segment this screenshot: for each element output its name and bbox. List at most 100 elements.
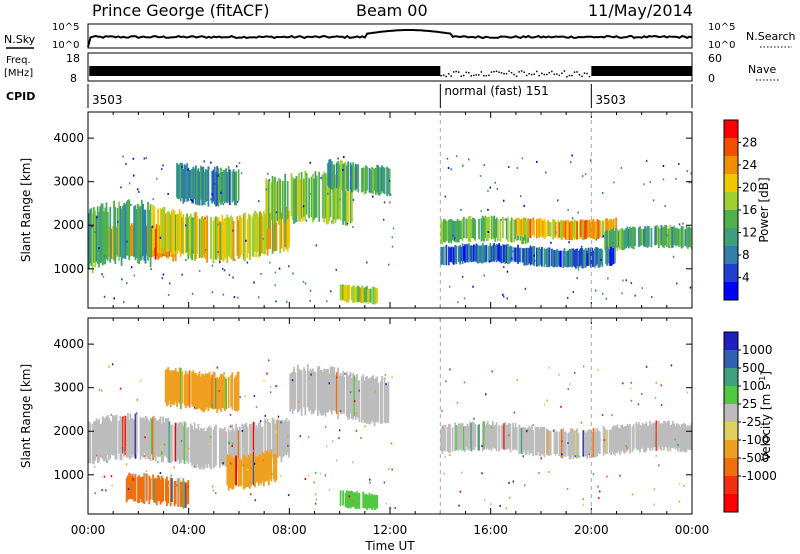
range-time-cell <box>195 212 197 260</box>
range-time-cell <box>327 174 329 225</box>
scatter-cell <box>217 251 219 253</box>
range-time-cell <box>148 421 151 460</box>
range-time-cell <box>334 375 337 412</box>
range-time-cell <box>162 478 164 502</box>
range-time-cell <box>164 418 167 457</box>
scatter-cell <box>445 380 447 383</box>
range-time-cell <box>367 288 370 304</box>
range-time-cell <box>184 422 187 461</box>
range-time-cell <box>198 371 201 408</box>
scatter-cell <box>574 455 577 458</box>
range-time-cell <box>255 212 258 258</box>
scatter-cell <box>543 403 546 406</box>
range-time-cell <box>251 217 254 257</box>
range-time-cell <box>267 422 270 465</box>
velocity-colorbar-swatch <box>724 350 738 368</box>
range-time-cell <box>198 430 201 470</box>
scatter-cell <box>655 381 657 384</box>
range-time-cell <box>361 168 363 193</box>
range-time-cell <box>537 426 539 452</box>
range-time-cell <box>223 426 226 465</box>
range-time-cell <box>159 479 162 505</box>
scatter-cell <box>578 455 580 458</box>
power-colorbar-tick-label: 16 <box>742 203 757 217</box>
range-time-cell <box>167 211 170 249</box>
scatter-cell <box>145 499 147 502</box>
range-time-cell <box>125 417 128 459</box>
scatter-cell <box>204 217 207 220</box>
scatter-cell <box>128 182 131 185</box>
range-time-cell <box>206 215 209 263</box>
scatter-cell <box>511 257 513 260</box>
range-time-cell <box>153 478 156 503</box>
nave-dot <box>452 71 455 73</box>
range-time-cell <box>143 418 146 453</box>
scatter-cell <box>664 205 666 208</box>
scatter-cell <box>605 297 608 300</box>
scatter-cell <box>94 492 96 495</box>
scatter-cell <box>625 279 627 282</box>
velocity-colorbar-swatch <box>724 386 738 404</box>
range-time-cell <box>445 220 448 241</box>
scatter-cell <box>480 210 483 213</box>
range-time-cell <box>658 421 660 447</box>
range-time-cell <box>226 454 229 486</box>
range-time-cell <box>245 458 248 488</box>
range-time-cell <box>334 174 337 223</box>
range-time-cell <box>465 243 468 263</box>
scatter-cell <box>117 220 119 223</box>
range-time-cell <box>593 248 596 268</box>
scatter-cell <box>161 168 163 171</box>
range-time-cell <box>372 375 375 423</box>
scatter-cell <box>275 431 277 433</box>
power-colorbar-swatch <box>724 246 738 264</box>
range-time-cell <box>279 209 282 254</box>
scatter-cell <box>391 376 393 378</box>
range-time-cell <box>128 419 131 459</box>
range-time-cell <box>290 173 293 217</box>
scatter-cell <box>630 387 632 390</box>
range-time-cell <box>212 169 215 202</box>
velocity-colorbar-tick-label: 500 <box>742 361 765 375</box>
scatter-cell <box>682 222 684 225</box>
scatter-cell <box>547 366 550 369</box>
range-time-cell <box>373 495 376 511</box>
range-time-cell <box>260 455 263 485</box>
scatter-cell <box>274 271 277 274</box>
range-time-cell <box>288 420 290 458</box>
range-time-cell <box>499 245 502 263</box>
power-colorbar-swatch <box>724 210 738 228</box>
range-time-cell <box>379 167 382 194</box>
scatter-cell <box>211 193 213 196</box>
range-time-cell <box>689 425 692 451</box>
range-time-cell <box>314 371 317 410</box>
power-colorbar-tick-label: 8 <box>742 248 750 262</box>
range-time-cell <box>461 423 464 451</box>
scatter-cell <box>653 488 656 491</box>
scatter-cell <box>105 489 107 492</box>
range-time-cell <box>251 456 254 485</box>
range-time-cell <box>524 427 527 455</box>
range-time-cell <box>338 181 341 219</box>
scatter-cell <box>260 273 262 275</box>
range-time-cell <box>461 243 464 264</box>
scatter-cell <box>450 168 452 171</box>
scatter-cell <box>566 296 569 299</box>
range-time-cell <box>152 416 154 461</box>
range-time-cell <box>250 423 253 463</box>
scatter-cell <box>630 282 633 285</box>
range-time-cell <box>650 227 653 248</box>
range-time-cell <box>343 285 346 302</box>
scatter-cell <box>103 475 106 478</box>
range-time-cell <box>352 162 355 191</box>
range-time-cell <box>232 221 235 261</box>
range-time-cell <box>304 170 307 221</box>
velocity-colorbar-tick-label: -100 <box>742 433 769 447</box>
beam-title: Beam 00 <box>356 1 428 20</box>
range-time-cell <box>132 473 134 500</box>
range-time-cell <box>362 374 365 420</box>
scatter-cell <box>207 443 210 446</box>
range-time-cell <box>201 373 204 412</box>
velocity-colorbar-swatch <box>724 404 738 422</box>
range-time-cell <box>631 226 634 249</box>
